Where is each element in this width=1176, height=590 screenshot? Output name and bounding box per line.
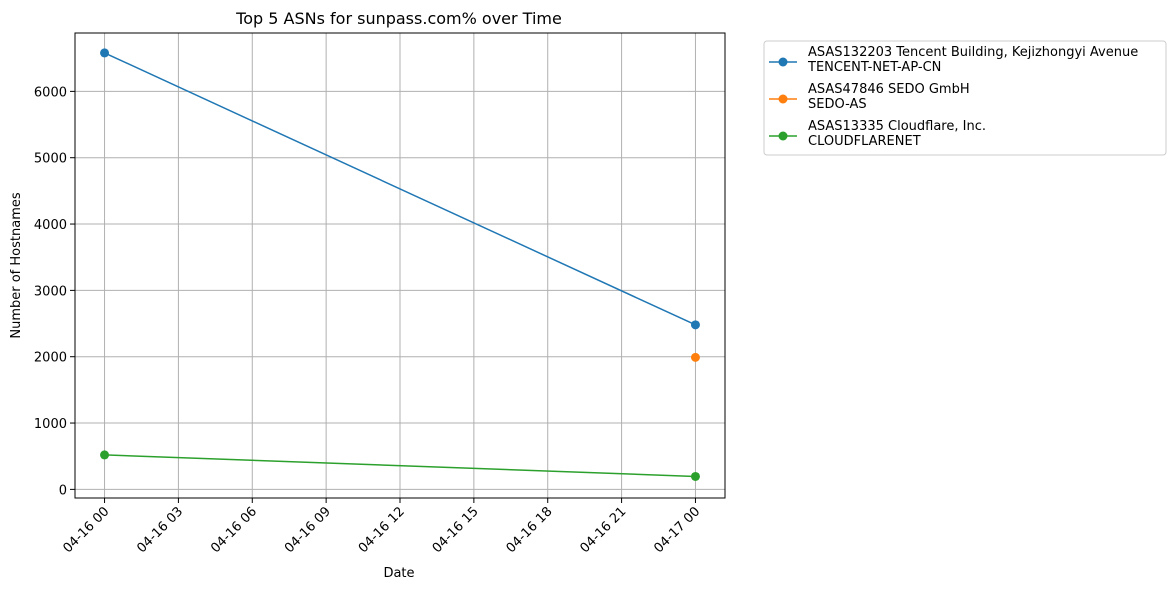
data-point — [100, 450, 110, 460]
y-axis: 0 1000 2000 3000 4000 5000 6000 — [34, 85, 75, 498]
y-tick-label: 5000 — [34, 152, 67, 167]
series-line — [104, 454, 696, 478]
x-tick-label: 04-16 12 — [356, 504, 408, 556]
x-tick-label: 04-16 21 — [577, 504, 629, 556]
x-tick-label: 04-16 15 — [430, 504, 482, 556]
legend-label: ASAS47846 SEDO GmbH — [808, 82, 970, 97]
legend-item: ASAS132203 Tencent Building, Kejizhongyi… — [769, 45, 1138, 75]
chart-title: Top 5 ASNs for sunpass.com% over Time — [235, 9, 562, 28]
data-point — [690, 320, 700, 330]
x-tick-label: 04-16 03 — [134, 504, 186, 556]
x-axis-label: Date — [383, 566, 414, 581]
legend-label: CLOUDFLARENET — [808, 134, 921, 149]
series-2 — [100, 450, 700, 481]
legend-label: SEDO-AS — [808, 97, 867, 112]
y-tick-label: 6000 — [34, 85, 67, 100]
legend-label: ASAS132203 Tencent Building, Kejizhongyi… — [808, 45, 1138, 60]
series-layer — [100, 48, 700, 481]
y-axis-label: Number of Hostnames — [9, 192, 24, 338]
legend-frame — [763, 40, 1167, 156]
legend-label: ASAS13335 Cloudflare, Inc. — [808, 119, 986, 134]
y-tick-label: 2000 — [34, 351, 67, 366]
x-tick-label: 04-16 06 — [208, 504, 260, 556]
y-tick-label: 0 — [59, 483, 67, 498]
legend-marker — [778, 131, 788, 141]
legend-marker — [778, 94, 788, 104]
x-axis: 04-16 00 04-16 03 04-16 06 04-16 09 04-16 12… — [60, 498, 703, 556]
grid-lines — [75, 33, 725, 498]
data-point — [100, 48, 110, 58]
legend-marker — [778, 57, 788, 67]
x-tick-label: 04-16 09 — [282, 504, 334, 556]
y-tick-label: 1000 — [34, 417, 67, 432]
legend: ASAS132203 Tencent Building, Kejizhongyi… — [763, 40, 1167, 156]
x-tick-label: 04-16 00 — [60, 504, 112, 556]
y-tick-label: 3000 — [34, 284, 67, 299]
series-line — [104, 52, 696, 326]
legend-item: ASAS13335 Cloudflare, Inc.CLOUDFLARENET — [769, 119, 986, 149]
data-point — [690, 352, 700, 362]
data-point — [690, 471, 700, 481]
x-tick-label: 04-17 00 — [651, 504, 703, 556]
y-tick-label: 4000 — [34, 218, 67, 233]
x-tick-label: 04-16 18 — [504, 504, 556, 556]
series-0 — [100, 48, 700, 330]
legend-label: TENCENT-NET-AP-CN — [807, 60, 941, 75]
series-1 — [690, 352, 700, 362]
